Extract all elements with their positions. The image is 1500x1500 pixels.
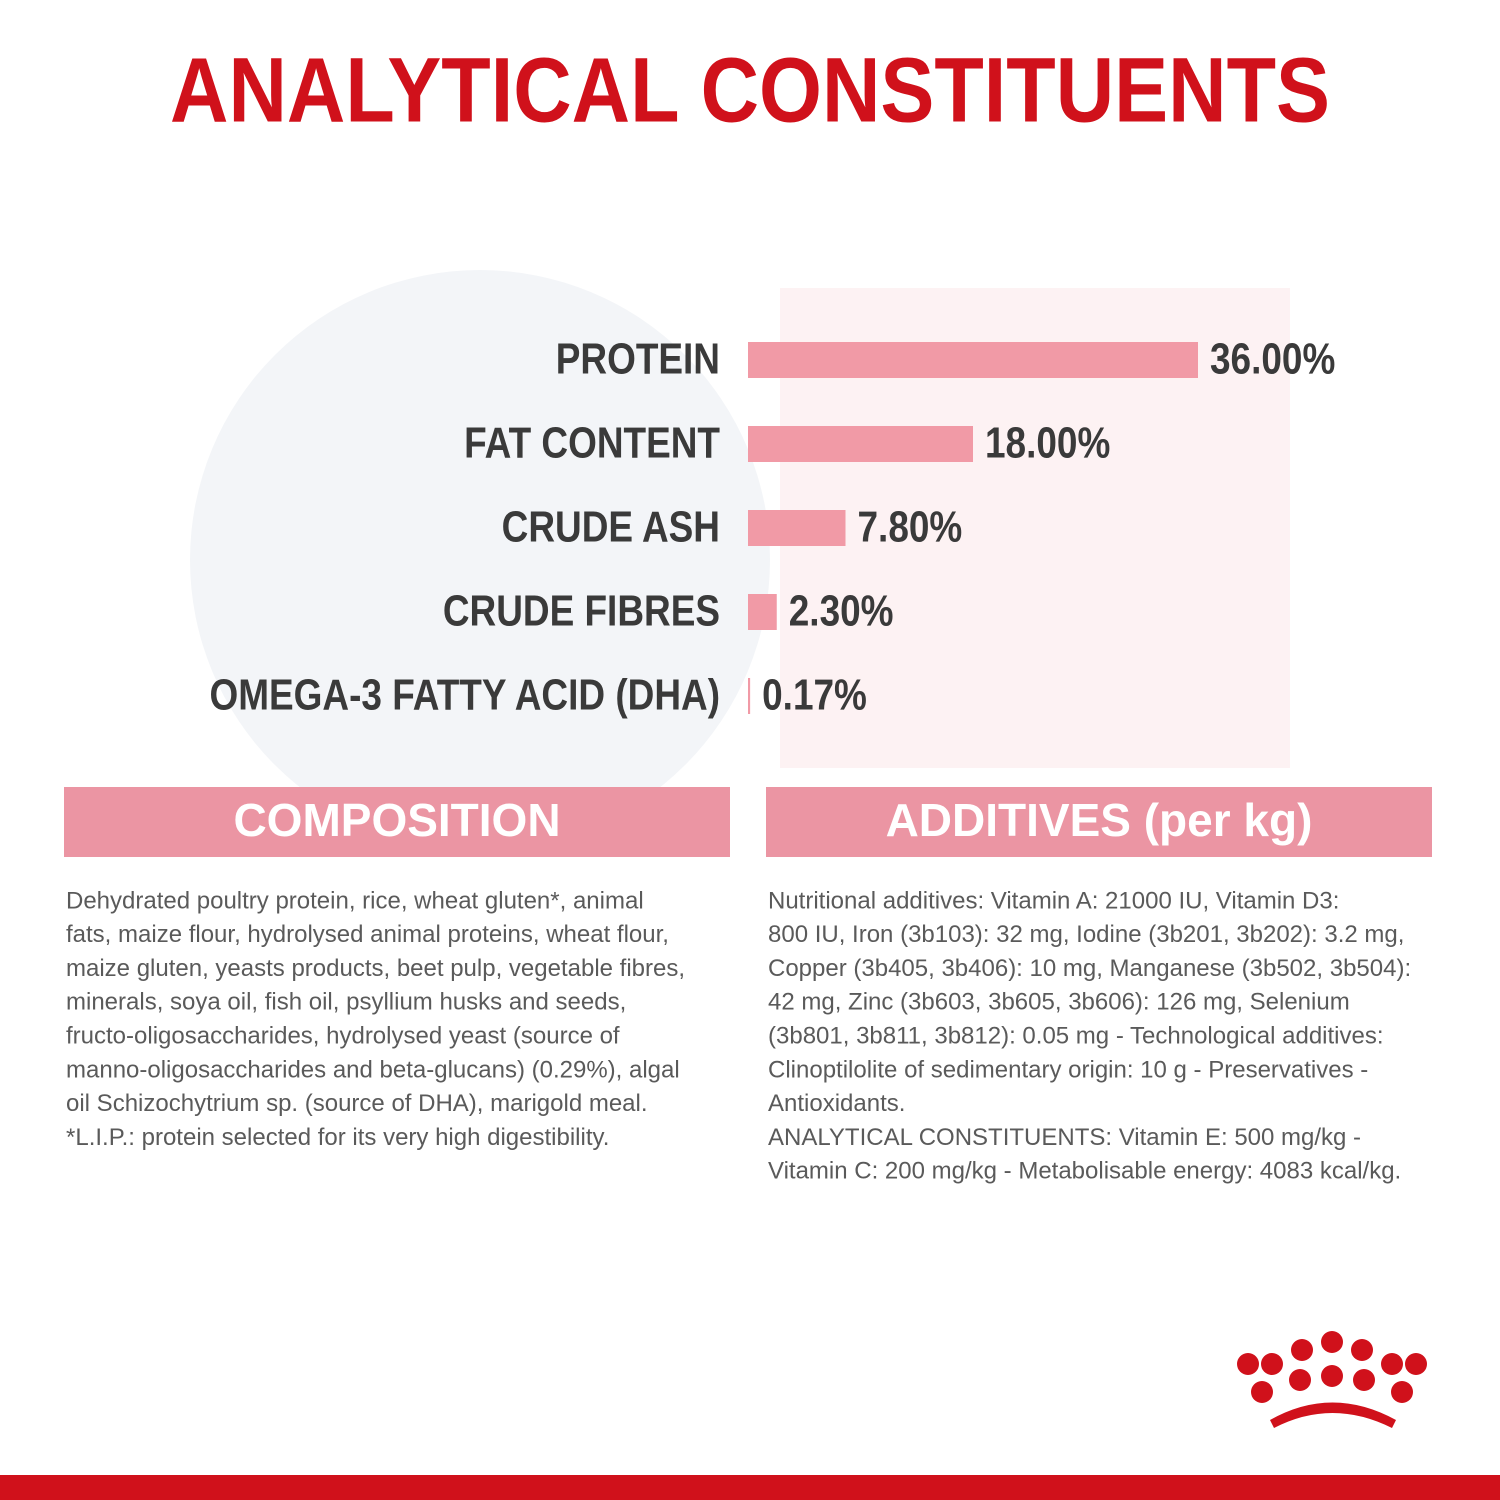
- text-line: Nutritional additives: Vitamin A: 21000 …: [768, 887, 1339, 914]
- value-label: 2.30%: [789, 586, 894, 636]
- label-group: OMEGA-3 FATTY ACID (DHA): [210, 670, 720, 720]
- section-title: COMPOSITION: [233, 794, 560, 846]
- text-line: Clinoptilolite of sedimentary origin: 10…: [768, 1056, 1368, 1083]
- label-group: FAT CONTENT: [464, 418, 720, 468]
- text-line: fructo-oligosaccharides, hydrolysed yeas…: [66, 1023, 620, 1050]
- section-header-bg: [766, 787, 1432, 857]
- bar: [748, 594, 777, 630]
- section-title: ADDITIVES (per kg): [886, 794, 1313, 846]
- bar: [748, 342, 1198, 378]
- bar-chart: PROTEIN 36.00% FAT CONTENT 18.00% CRUDE ASH 7…: [210, 334, 1336, 720]
- text-line: manno-oligosaccharides and beta-glucans)…: [66, 1056, 680, 1083]
- label-group: CRUDE FIBRES: [443, 586, 720, 636]
- chart-title: ANALYTICAL CONSTITUENTS: [170, 39, 1330, 141]
- value-group: 0.17%: [762, 670, 867, 720]
- text-line: Antioxidants.: [768, 1090, 905, 1117]
- value-label: 0.17%: [762, 670, 867, 720]
- category-label: OMEGA-3 FATTY ACID (DHA): [210, 670, 720, 720]
- bar: [748, 426, 973, 462]
- category-label: PROTEIN: [556, 334, 720, 384]
- text-line: ANALYTICAL CONSTITUENTS: Vitamin E: 500 …: [768, 1124, 1361, 1151]
- value-group: 7.80%: [858, 502, 963, 552]
- value-label: 18.00%: [985, 418, 1110, 468]
- value-label: 7.80%: [858, 502, 963, 552]
- composition-text: Dehydrated poultry protein, rice, wheat …: [66, 887, 685, 1151]
- text-line: (3b801, 3b811, 3b812): 0.05 mg - Technol…: [768, 1023, 1384, 1050]
- section-header-bg: [64, 787, 730, 857]
- text-line: oil Schizochytrium sp. (source of DHA), …: [66, 1090, 648, 1117]
- category-label: CRUDE FIBRES: [443, 586, 720, 636]
- footer-bar: [0, 1475, 1500, 1500]
- label-group: PROTEIN: [556, 334, 720, 384]
- text-line: 800 IU, Iron (3b103): 32 mg, Iodine (3b2…: [768, 921, 1404, 948]
- text-line: 42 mg, Zinc (3b603, 3b605, 3b606): 126 m…: [768, 989, 1350, 1016]
- label-group: CRUDE ASH: [502, 502, 720, 552]
- category-label: FAT CONTENT: [464, 418, 720, 468]
- value-group: 2.30%: [789, 586, 894, 636]
- text-line: Copper (3b405, 3b406): 10 mg, Manganese …: [768, 955, 1411, 982]
- value-label: 36.00%: [1210, 334, 1335, 384]
- text-line: Dehydrated poultry protein, rice, wheat …: [66, 887, 644, 914]
- text-line: maize gluten, yeasts products, beet pulp…: [66, 955, 685, 982]
- value-group: 18.00%: [985, 418, 1110, 468]
- logo: [1237, 1331, 1427, 1428]
- watermark-shape: [190, 270, 770, 850]
- bar: [748, 678, 751, 714]
- text-line: fats, maize flour, hydrolysed animal pro…: [66, 921, 669, 948]
- text-line: Vitamin C: 200 mg/kg - Metabolisable ene…: [768, 1158, 1401, 1185]
- bar: [748, 510, 846, 546]
- text-line: *L.I.P.: protein selected for its very h…: [66, 1124, 609, 1151]
- text-line: minerals, soya oil, fish oil, psyllium h…: [66, 989, 626, 1016]
- additives-text: Nutritional additives: Vitamin A: 21000 …: [768, 887, 1411, 1184]
- value-group: 36.00%: [1210, 334, 1335, 384]
- category-label: CRUDE ASH: [502, 502, 720, 552]
